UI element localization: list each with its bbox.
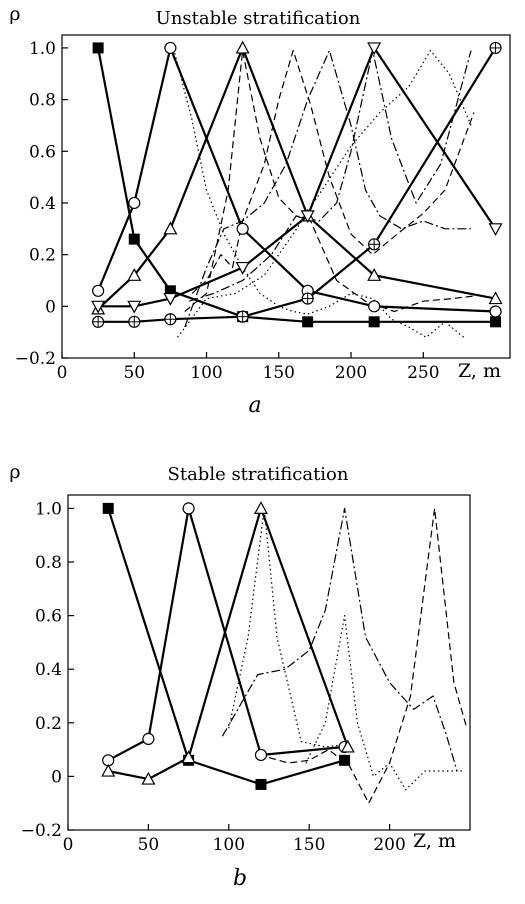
- chart-a-series-3-point: [127, 300, 142, 314]
- chart-a-plot-frame: [61, 34, 511, 359]
- chart-b-series-2-point: [181, 750, 196, 764]
- chart-title-b: Stable stratification: [168, 464, 349, 485]
- chart-a-y-tick-label: 1.0: [29, 39, 56, 59]
- chart-b-series-0-line: [107, 508, 345, 786]
- chart-a-series-2-point: [163, 221, 178, 235]
- chart-a-series-3-line: [98, 46, 497, 308]
- chart-b-series-1-point: [142, 732, 155, 745]
- chart-a-series-3-point: [367, 42, 382, 56]
- chart-a-series-2-line: [97, 46, 496, 310]
- chart-a-series-4-point: [164, 313, 177, 326]
- chart-b-y-tick-label: 0.4: [35, 660, 62, 680]
- chart-b-series-0-point: [339, 754, 351, 766]
- chart-a-series-4-point: [368, 238, 381, 251]
- chart-b-y-tick-label: 0.8: [35, 553, 62, 573]
- chart-a-series-1-point: [164, 41, 177, 55]
- chart-a-series-1-point: [236, 222, 249, 235]
- chart-b-series-4-line: [221, 507, 458, 772]
- chart-a-x-tick-label: 150: [263, 363, 295, 383]
- chart-b-series-0-point: [102, 502, 114, 514]
- chart-a-series-0-point: [92, 42, 104, 54]
- chart-panel-b: Stable stratification ρ Z, m b 0 50 100 150…: [9, 461, 471, 891]
- chart-b-x-tick-label: 50: [138, 835, 160, 855]
- chart-title-a: Unstable stratification: [156, 8, 361, 29]
- chart-b-series-2-point: [340, 739, 355, 753]
- chart-a-series-1-point: [368, 300, 381, 313]
- chart-b-plot-frame: [67, 494, 471, 831]
- chart-a-y-tick-label: 0.2: [29, 246, 56, 266]
- panel-label-b: b: [233, 866, 247, 891]
- chart-a-series-6-line: [177, 49, 472, 338]
- chart-a-series-9-line: [184, 49, 471, 328]
- chart-a-series-0-point: [164, 285, 176, 297]
- chart-b-series-1-point: [254, 748, 268, 762]
- chart-a-y-tick-label: −0.2: [15, 349, 56, 369]
- chart-a-series-0-point: [368, 316, 380, 328]
- chart-b-series-3-line: [228, 507, 348, 748]
- chart-a-y-tick-label: 0: [45, 297, 56, 317]
- chart-panel-a: Unstable stratification ρ Z, m a 0 50 100 1…: [9, 3, 511, 418]
- chart-b-y-tick-label: 0.6: [35, 607, 62, 627]
- chart-a-series-2-point: [127, 268, 142, 281]
- chart-b-y-tick-label: 0: [51, 767, 62, 787]
- y-axis-label-b: ρ: [9, 461, 20, 483]
- chart-b-series-6-line: [305, 614, 464, 791]
- chart-a-x-tick-label: 200: [335, 363, 367, 383]
- chart-a-y-tick-label: 0.4: [29, 194, 56, 214]
- chart-a-series-3-point: [163, 292, 178, 306]
- chart-a-series-4-point: [128, 315, 141, 328]
- chart-a-series-0-point: [128, 233, 140, 245]
- chart-a-x-tick-label: 100: [190, 363, 222, 383]
- chart-a-series-3-point: [91, 300, 106, 314]
- chart-a-y-tick-label: 0.8: [29, 91, 56, 111]
- chart-b-series-1-line: [107, 507, 345, 762]
- chart-a-series-5-line: [174, 52, 465, 338]
- chart-b-x-tick-label: 0: [63, 835, 74, 855]
- chart-b-series-2-point: [101, 763, 116, 777]
- chart-a-series-2-point: [488, 291, 503, 305]
- x-axis-label-b: Z, m: [413, 830, 456, 852]
- chart-a-series-4-point: [489, 41, 502, 55]
- chart-a-series-3-point: [235, 261, 250, 275]
- chart-a-series-4-point: [236, 310, 249, 323]
- chart-b-series-2-point: [253, 501, 268, 515]
- chart-a-y-tick-label: 0.6: [29, 142, 56, 162]
- chart-a-series-4-point: [92, 315, 105, 328]
- chart-b-series-5-line: [268, 507, 468, 804]
- chart-b-series-1-point: [182, 502, 195, 515]
- x-axis-label-a: Z, m: [458, 360, 501, 382]
- panel-label-a: a: [248, 393, 261, 418]
- chart-a-x-tick-label: 250: [407, 363, 439, 383]
- chart-a-series-3-point: [488, 223, 503, 237]
- chart-a-x-tick-label: 0: [57, 363, 68, 383]
- chart-b-x-tick-label: 100: [213, 835, 245, 855]
- chart-a-series-4-point: [301, 292, 314, 305]
- chart-a-series-8-line: [191, 49, 475, 294]
- chart-a-series-1-point: [128, 196, 141, 210]
- chart-b-series-0-point: [255, 778, 267, 790]
- chart-a-series-1-point: [92, 284, 105, 297]
- chart-a-series-0-point: [302, 316, 314, 328]
- chart-b-y-tick-label: 0.2: [35, 714, 62, 734]
- chart-a-series-7-line: [184, 49, 474, 313]
- chart-b-x-tick-label: 200: [373, 835, 405, 855]
- chart-b-y-tick-label: 1.0: [35, 499, 62, 519]
- y-axis-label-a: ρ: [9, 3, 20, 25]
- chart-a-series-0-point: [490, 316, 502, 328]
- chart-a-series-2-point: [367, 268, 382, 281]
- chart-a-series-3-point: [300, 210, 315, 224]
- chart-a-series-2-point: [235, 40, 250, 54]
- chart-a-x-tick-label: 50: [123, 363, 145, 383]
- chart-b-y-tick-label: −0.2: [21, 821, 62, 841]
- chart-b-series-2-point: [141, 771, 156, 785]
- chart-a-series-1-point: [489, 305, 502, 318]
- chart-a-series-10-line: [189, 49, 472, 302]
- chart-b-x-tick-label: 150: [293, 835, 325, 855]
